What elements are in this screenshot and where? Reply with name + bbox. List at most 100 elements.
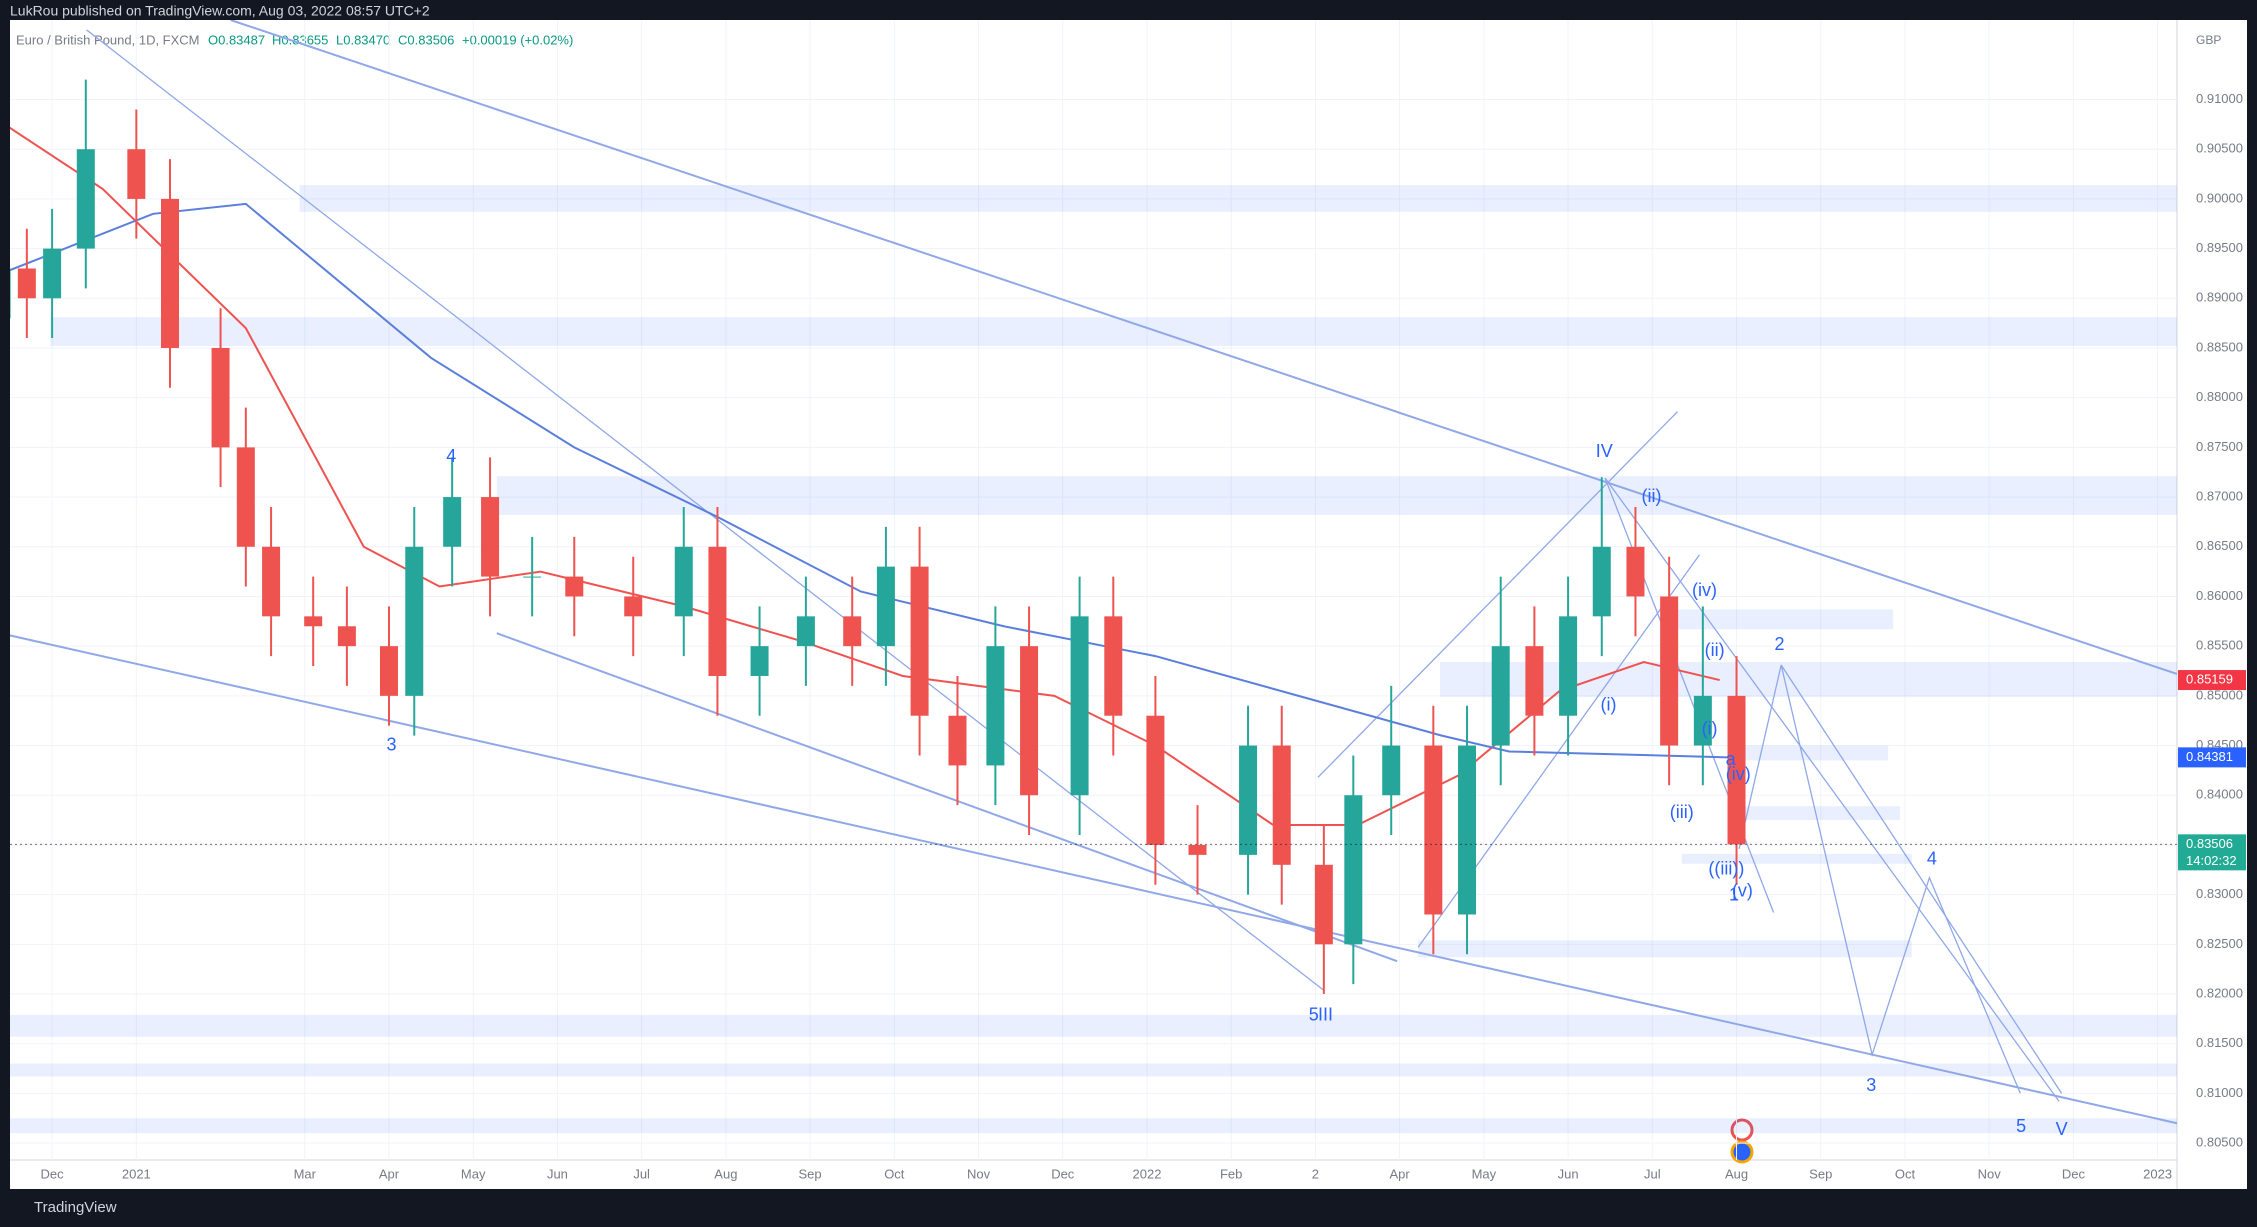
candle-body xyxy=(948,715,967,766)
moving-average xyxy=(10,202,1729,759)
trend-line xyxy=(496,632,1398,963)
y-tick-label: 0.84000 xyxy=(2196,787,2243,802)
candle-body xyxy=(1344,795,1363,945)
price-label-box xyxy=(2178,747,2246,768)
price-label: 0.85159 xyxy=(2186,671,2233,686)
candle-body xyxy=(1382,745,1401,796)
zone xyxy=(10,1118,2177,1134)
candle-body xyxy=(624,596,643,617)
publisher: LukRou published on TradingView.com, Aug… xyxy=(10,3,430,19)
wave-label: 5 xyxy=(1309,1005,1319,1025)
candle-body xyxy=(876,566,895,647)
x-tick-label: Jun xyxy=(547,1166,568,1181)
candle-body xyxy=(843,616,862,647)
wave-label: 2 xyxy=(1774,634,1784,654)
zone xyxy=(1440,662,2177,697)
x-tick-label: Apr xyxy=(379,1166,400,1181)
x-tick-label: 2 xyxy=(1312,1166,1319,1181)
wave-label: (i) xyxy=(1702,718,1718,738)
x-tick-label: Aug xyxy=(1725,1166,1748,1181)
candle-body xyxy=(443,497,462,547)
candle-body xyxy=(161,198,180,348)
candle-body xyxy=(565,576,584,597)
candle-body xyxy=(1020,646,1039,796)
candle-body xyxy=(1424,745,1443,915)
change: +0.00019 (+0.02%) xyxy=(462,32,573,47)
candle-body xyxy=(708,546,727,676)
candle-body xyxy=(1239,745,1258,855)
y-tick-label: 0.91000 xyxy=(2196,91,2243,106)
y-tick-label: 0.88500 xyxy=(2196,339,2243,354)
x-tick-label: 2023 xyxy=(2143,1166,2172,1181)
x-tick-label: Jun xyxy=(1558,1166,1579,1181)
y-tick-label: 0.89500 xyxy=(2196,240,2243,255)
y-tick-label: 0.90500 xyxy=(2196,141,2243,156)
wave-label: (v) xyxy=(1732,880,1753,900)
currency: GBP xyxy=(2196,33,2221,47)
candle-body xyxy=(796,616,815,647)
candle-body xyxy=(17,268,36,299)
y-tick-label: 0.82500 xyxy=(2196,936,2243,951)
y-tick-label: 0.87500 xyxy=(2196,439,2243,454)
candle-body xyxy=(1458,745,1477,915)
y-tick-label: 0.82000 xyxy=(2196,985,2243,1000)
zone xyxy=(1418,940,1912,958)
open: O0.83487 xyxy=(208,32,265,47)
y-tick-label: 0.89000 xyxy=(2196,290,2243,305)
candle-body xyxy=(405,546,424,696)
price-label-box xyxy=(2178,670,2246,691)
event-icon[interactable] xyxy=(1730,1140,1754,1164)
wave-label: V xyxy=(2056,1119,2068,1139)
wave-label: 1 xyxy=(1729,884,1739,904)
x-tick-label: Oct xyxy=(884,1166,905,1181)
candle-body xyxy=(523,576,542,578)
zone xyxy=(299,184,2177,212)
symbol: Euro / British Pound, 1D, FXCM xyxy=(16,32,200,47)
x-tick-label: Dec xyxy=(2062,1166,2086,1181)
y-tick-label: 0.87000 xyxy=(2196,489,2243,504)
price-label: 0.84381 xyxy=(2186,749,2233,764)
candle-body xyxy=(1070,616,1089,796)
y-tick-label: 0.86500 xyxy=(2196,538,2243,553)
y-tick-label: 0.85500 xyxy=(2196,638,2243,653)
candle-body xyxy=(1314,864,1333,945)
candle-body xyxy=(750,646,769,676)
candle-body xyxy=(1727,695,1746,845)
wave-label: a xyxy=(1726,749,1737,769)
wave-label: (ii) xyxy=(1641,486,1661,506)
candle-body xyxy=(674,546,693,617)
x-tick-label: Aug xyxy=(714,1166,737,1181)
x-tick-label: Oct xyxy=(1895,1166,1916,1181)
candle-body xyxy=(337,626,356,647)
wave-label: (iv) xyxy=(1726,764,1751,784)
axes: 0.80500 0.81000 0.81500 0.82000 0.82500 0.830… xyxy=(41,91,2246,1181)
candle-body xyxy=(127,149,146,199)
price-label-box xyxy=(2178,834,2246,871)
trend-line xyxy=(230,20,2177,675)
zone xyxy=(50,317,2177,346)
candle-body xyxy=(1104,616,1123,716)
candle-body xyxy=(1559,616,1578,716)
candle-body xyxy=(1626,546,1645,597)
wave-label: 3 xyxy=(1866,1075,1876,1095)
zone xyxy=(10,1014,2177,1037)
candle-body xyxy=(1272,745,1291,865)
x-tick-label: 2021 xyxy=(122,1166,151,1181)
x-tick-label: Nov xyxy=(967,1166,991,1181)
x-tick-label: Jul xyxy=(1644,1166,1661,1181)
candle-body xyxy=(481,497,500,577)
candle-body xyxy=(379,646,398,696)
candle-body xyxy=(262,546,281,617)
legend: Euro / British Pound, 1D, FXCM O0.83487 … xyxy=(16,32,573,47)
zone xyxy=(10,1063,2177,1077)
trend-line xyxy=(1780,664,2063,1094)
y-tick-label: 0.81500 xyxy=(2196,1035,2243,1050)
y-tick-label: 0.83000 xyxy=(2196,886,2243,901)
candle-body xyxy=(76,149,95,249)
wave-label: (i) xyxy=(1601,695,1617,715)
candle-body xyxy=(43,248,62,299)
x-tick-label: Dec xyxy=(41,1166,65,1181)
plot: 43IV(ii)(iv)2(ii)(i)(i)a(iv)(iii)4((iii)… xyxy=(10,20,2177,1160)
